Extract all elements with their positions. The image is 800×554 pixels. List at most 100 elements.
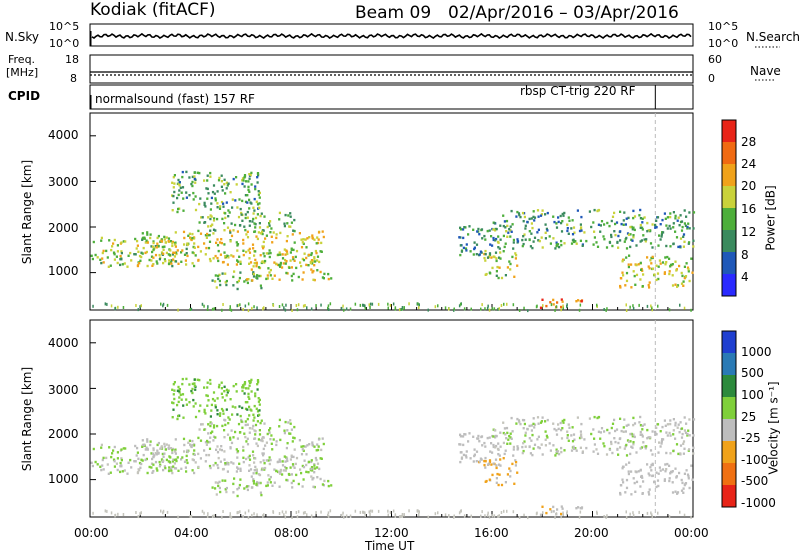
power-low-scatter xyxy=(448,307,450,311)
velocity-scatter-cell xyxy=(672,433,675,436)
velocity-scatter-cell xyxy=(310,460,313,464)
velocity-scatter-cell xyxy=(625,443,628,447)
power-scatter-cell xyxy=(184,259,187,262)
velocity-scatter-cell xyxy=(492,445,495,449)
power-scatter-cell xyxy=(492,238,495,242)
power-scatter-cell xyxy=(223,229,226,232)
velocity-scatter-cell xyxy=(206,394,209,398)
power-scatter-cell xyxy=(669,227,672,230)
power-colorbar-segment xyxy=(722,164,736,186)
power-scatter-cell xyxy=(230,222,233,225)
power-scatter-cell xyxy=(262,245,265,248)
velocity-scatter-cell xyxy=(631,435,634,438)
velocity-scatter-cell xyxy=(642,441,645,444)
power-scatter-cell xyxy=(614,222,617,226)
power-scatter-cell xyxy=(253,209,256,212)
velocity-low-scatter xyxy=(349,514,352,518)
velocity-scatter-cell xyxy=(247,387,250,390)
velocity-scatter-cell xyxy=(152,470,155,473)
velocity-scatter-cell xyxy=(497,483,500,487)
velocity-scatter-cell xyxy=(327,479,330,483)
velocity-scatter-cell xyxy=(158,460,161,464)
velocity-scatter-cell xyxy=(289,466,292,469)
velocity-scatter-cell xyxy=(509,469,512,473)
velocity-scatter-cell xyxy=(571,426,574,429)
power-scatter-cell xyxy=(209,259,212,263)
power-low-scatter xyxy=(690,308,692,312)
velocity-ytick-1000: 1000 xyxy=(48,472,79,486)
velocity-scatter-cell xyxy=(283,455,286,458)
velocity-scatter-cell xyxy=(150,462,154,465)
power-scatter-cell xyxy=(566,229,569,233)
power-scatter-cell xyxy=(297,275,300,279)
velocity-scatter-cell xyxy=(204,441,207,444)
power-scatter-cell xyxy=(234,199,237,202)
velocity-scatter-cell xyxy=(472,435,475,438)
power-scatter-cell xyxy=(225,283,228,287)
power-ytick-1000: 1000 xyxy=(48,264,79,278)
power-scatter-cell xyxy=(571,233,575,236)
power-scatter-cell xyxy=(239,271,242,274)
power-colorbar-segment xyxy=(722,142,736,164)
power-scatter-cell xyxy=(640,268,643,271)
velocity-scatter-cell xyxy=(316,476,319,479)
velocity-scatter-cell xyxy=(105,456,108,460)
velocity-low-scatter xyxy=(603,515,605,518)
velocity-scatter-cell xyxy=(580,433,583,436)
velocity-scatter-cell xyxy=(611,422,615,425)
velocity-scatter-cell xyxy=(514,459,517,462)
velocity-scatter-cell xyxy=(629,440,632,443)
power-scatter-cell xyxy=(216,238,219,241)
xtick-2000: 20:00 xyxy=(574,526,609,540)
power-low-scatter xyxy=(306,306,308,310)
velocity-scatter-cell xyxy=(279,472,282,475)
velocity-scatter-cell xyxy=(555,433,559,436)
velocity-scatter-cell xyxy=(242,445,245,449)
power-scatter-cell xyxy=(483,252,486,256)
velocity-scatter-cell xyxy=(185,403,188,406)
velocity-scatter-cell xyxy=(511,430,514,433)
velocity-scatter-cell xyxy=(156,449,159,452)
power-scatter-cell xyxy=(243,174,247,177)
velocity-scatter-cell xyxy=(498,454,501,457)
velocity-scatter-cell xyxy=(621,478,624,481)
velocity-scatter-cell xyxy=(293,466,296,469)
power-scatter-cell xyxy=(291,233,294,236)
power-scatter-cell xyxy=(327,277,330,281)
velocity-low-scatter xyxy=(387,509,389,513)
velocity-scatter-cell xyxy=(199,457,202,460)
velocity-scatter-cell xyxy=(219,490,222,494)
velocity-low-scatter xyxy=(342,511,344,515)
velocity-scatter-cell xyxy=(492,443,495,447)
velocity-scatter-cell xyxy=(113,465,116,468)
power-scatter-cell xyxy=(208,233,211,237)
velocity-scatter-cell xyxy=(257,397,260,400)
velocity-scatter-cell xyxy=(206,381,209,384)
velocity-cbar-label: Velocity [m s⁻¹] xyxy=(766,381,781,475)
velocity-scatter-cell xyxy=(140,458,143,461)
velocity-scatter-cell xyxy=(248,454,251,458)
velocity-low-scatter xyxy=(201,509,204,513)
velocity-scatter-cell xyxy=(313,445,316,448)
velocity-scatter-cell xyxy=(292,455,295,459)
velocity-scatter-cell xyxy=(692,418,696,421)
power-scatter-cell xyxy=(653,273,656,276)
power-scatter-cell xyxy=(165,236,168,239)
velocity-scatter-cell xyxy=(216,445,219,448)
power-scatter-cell xyxy=(204,253,207,256)
velocity-scatter-cell xyxy=(292,464,295,468)
power-scatter-cell xyxy=(581,243,584,246)
velocity-scatter-cell xyxy=(268,462,271,466)
velocity-scatter-cell xyxy=(630,432,633,436)
velocity-scatter-cell xyxy=(179,393,182,396)
power-scatter-cell xyxy=(537,228,540,231)
power-scatter-cell xyxy=(144,241,147,244)
power-scatter-cell xyxy=(244,194,247,197)
velocity-scatter-cell xyxy=(214,481,217,484)
power-scatter-cell xyxy=(690,257,693,260)
power-scatter-cell xyxy=(214,229,217,232)
power-scatter-cell xyxy=(672,242,675,246)
velocity-scatter-cell xyxy=(141,459,144,462)
velocity-scatter-cell xyxy=(478,460,481,463)
velocity-scatter-cell xyxy=(473,448,476,451)
